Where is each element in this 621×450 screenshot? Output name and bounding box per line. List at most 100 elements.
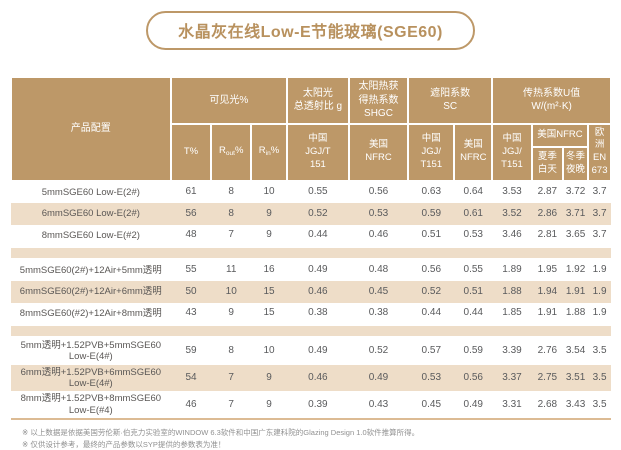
header-solar-china-standard: 中国 JGJ/T 151 (286, 122, 350, 182)
header-product-config: 产品配置 (10, 76, 172, 182)
value-cell: 54 (170, 364, 212, 392)
value-cell: 9 (251, 202, 287, 225)
value-cell: 0.46 (287, 364, 349, 392)
value-cell: 1.9 (588, 280, 611, 303)
table-row: 8mm透明+1.52PVB+8mmSGE60 Low-E(#4) 46 7 9 0.3… (11, 391, 611, 421)
value-cell: 0.55 (308, 186, 328, 198)
header-r-out: Rout% (210, 122, 252, 182)
value-cell: 1.95 (537, 264, 558, 276)
product-config-cell: 6mm透明+1.52PVB+6mmSGE60 Low-E(4#) (11, 364, 171, 392)
value-cell: 3.5 (588, 391, 611, 421)
value-cell: 15 (251, 280, 287, 303)
value-cell: 0.64 (463, 186, 483, 198)
value-cell: 3.46 (502, 229, 522, 241)
table-row: 6mmSGE60(2#)+12Air+6mm透明 50 10 15 0.46 0.45 0… (11, 280, 611, 303)
value-cell: 0.44 (463, 307, 483, 319)
value-cell: 0.57 (421, 345, 442, 357)
value-cell: 8 (211, 202, 251, 225)
value-cell: 0.63 (421, 186, 442, 198)
value-cell: 0.59 (408, 202, 455, 225)
value-cell: 0.51 (421, 229, 442, 241)
value-cell: 11 (226, 264, 237, 276)
value-cell: 0.49 (308, 345, 328, 357)
value-cell: 7 (228, 229, 234, 241)
header-solar-transmittance: 太阳光 总透射比 g (286, 76, 350, 125)
value-cell: 1.92 (565, 264, 586, 276)
value-cell: 1.9 (592, 307, 607, 319)
value-cell: 0.48 (368, 264, 389, 276)
value-cell: 0.49 (348, 364, 409, 392)
page-title: 水晶灰在线Low-E节能玻璃(SGE60) (146, 11, 475, 50)
value-cell: 8 (228, 345, 234, 357)
table-body: 5mmSGE60 Low-E(2#) 61 8 10 0.55 0.56 0.63 0.64… (11, 181, 611, 421)
value-cell: 0.55 (463, 264, 483, 276)
header-visible-light: 可见光% (169, 76, 289, 125)
header-shgc-us-standard: 美国 NFRC (347, 122, 410, 182)
value-cell: 9 (251, 391, 287, 421)
value-cell: 2.76 (537, 345, 558, 357)
value-cell: 0.56 (454, 364, 493, 392)
value-cell: 0.38 (308, 307, 328, 319)
value-cell: 3.71 (562, 202, 589, 225)
value-cell: 1.91 (537, 307, 558, 319)
product-config-cell: 8mmSGE60(#2)+12Air+8mm透明 (19, 307, 162, 319)
value-cell: 10 (211, 280, 251, 303)
table-row: 6mm透明+1.52PVB+6mmSGE60 Low-E(4#) 54 7 9 0.4… (11, 364, 611, 392)
header-u-us-standard: 美国NFRC (530, 122, 590, 149)
product-config-cell: 5mmSGE60(2#)+12Air+5mm透明 (19, 264, 162, 276)
value-cell: 8 (228, 186, 234, 198)
value-cell: 3.72 (565, 186, 586, 198)
value-cell: 3.5 (588, 364, 611, 392)
value-cell: 1.88 (492, 280, 532, 303)
value-cell: 0.53 (348, 202, 409, 225)
value-cell: 3.7 (588, 202, 611, 225)
value-cell: 50 (170, 280, 212, 303)
value-cell: 55 (185, 264, 197, 276)
header-sc-us-standard: 美国 NFRC (453, 122, 494, 182)
value-cell: 1.89 (502, 264, 522, 276)
value-cell: 2.86 (531, 202, 563, 225)
value-cell: 0.45 (348, 280, 409, 303)
group-separator-cell (11, 245, 611, 260)
value-cell: 3.7 (592, 229, 607, 241)
value-cell: 0.53 (408, 364, 455, 392)
header-u-europe-standard: 欧洲 EN 673 (587, 122, 612, 182)
value-cell: 1.88 (565, 307, 586, 319)
value-cell: 0.56 (421, 264, 442, 276)
value-cell: 0.49 (454, 391, 493, 421)
header-u-value: 传热系数U值 W/(m²·K) (491, 76, 612, 125)
value-cell: 0.44 (308, 229, 328, 241)
value-cell: 0.56 (368, 186, 389, 198)
value-cell: 1.85 (502, 307, 522, 319)
header-u-china-standard: 中国 JGJ/ T151 (491, 122, 533, 182)
value-cell: 48 (185, 229, 197, 241)
product-config-cell: 6mmSGE60(2#)+12Air+6mm透明 (11, 280, 171, 303)
value-cell: 2.81 (537, 229, 558, 241)
value-cell: 3.5 (592, 345, 607, 357)
value-cell: 43 (185, 307, 197, 319)
value-cell: 2.87 (537, 186, 558, 198)
value-cell: 1.9 (592, 264, 607, 276)
group-separator-row (11, 323, 611, 338)
header-shading-coefficient: 遮阳系数 SC (407, 76, 494, 125)
header-sc-china-standard: 中国 JGJ/ T151 (407, 122, 456, 182)
footnote-simulation-source: ※ 以上数据是依据美国劳伦斯·伯克力实验室的WINDOW 6.3软件和中国广东建… (22, 428, 420, 438)
value-cell: 15 (263, 307, 275, 319)
value-cell: 3.53 (502, 186, 522, 198)
header-summer-day: 夏季 白天 (530, 145, 564, 182)
product-config-cell: 5mmSGE60 Low-E(2#) (41, 186, 140, 198)
value-cell: 9 (228, 307, 234, 319)
value-cell: 2.68 (531, 391, 563, 421)
value-cell: 9 (251, 364, 287, 392)
value-cell: 0.51 (454, 280, 493, 303)
footnote-disclaimer: ※ 仅供设计参考，最终的产品参数以SYP提供的参数表为准！ (22, 439, 226, 449)
header-t-percent: T% (169, 122, 213, 182)
value-cell: 0.38 (368, 307, 389, 319)
group-separator-cell (11, 323, 611, 338)
value-cell: 7 (211, 364, 251, 392)
value-cell: 7 (211, 391, 251, 421)
footnotes: ※ 以上数据是依据美国劳伦斯·伯克力实验室的WINDOW 6.3软件和中国广东建… (22, 427, 621, 450)
value-cell: 2.75 (531, 364, 563, 392)
value-cell: 0.52 (287, 202, 349, 225)
value-cell: 10 (263, 345, 275, 357)
